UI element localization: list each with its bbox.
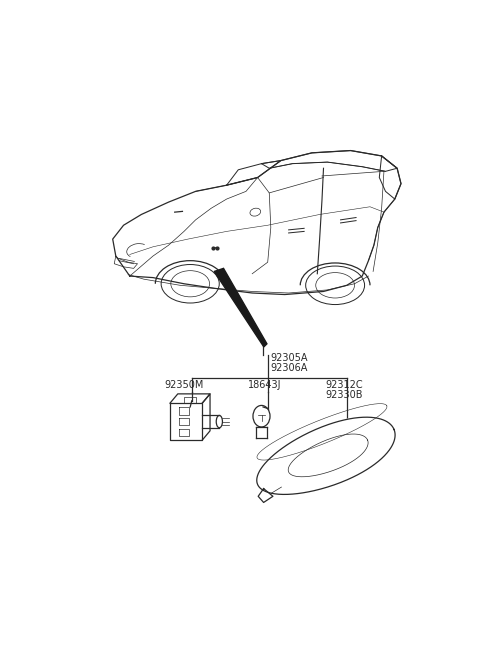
Ellipse shape <box>171 271 210 297</box>
Ellipse shape <box>216 415 222 428</box>
Ellipse shape <box>316 273 355 298</box>
Text: 18643J: 18643J <box>248 380 281 390</box>
Polygon shape <box>258 489 273 502</box>
Ellipse shape <box>161 264 219 303</box>
Polygon shape <box>257 417 395 495</box>
Text: 92306A: 92306A <box>271 363 308 373</box>
Ellipse shape <box>250 208 261 216</box>
Text: 92350M: 92350M <box>165 380 204 390</box>
Ellipse shape <box>306 266 365 304</box>
Polygon shape <box>214 268 267 347</box>
Text: 92305A: 92305A <box>271 353 308 363</box>
Ellipse shape <box>253 406 270 427</box>
Text: 92312C: 92312C <box>325 380 363 390</box>
Text: 92330B: 92330B <box>325 390 362 400</box>
